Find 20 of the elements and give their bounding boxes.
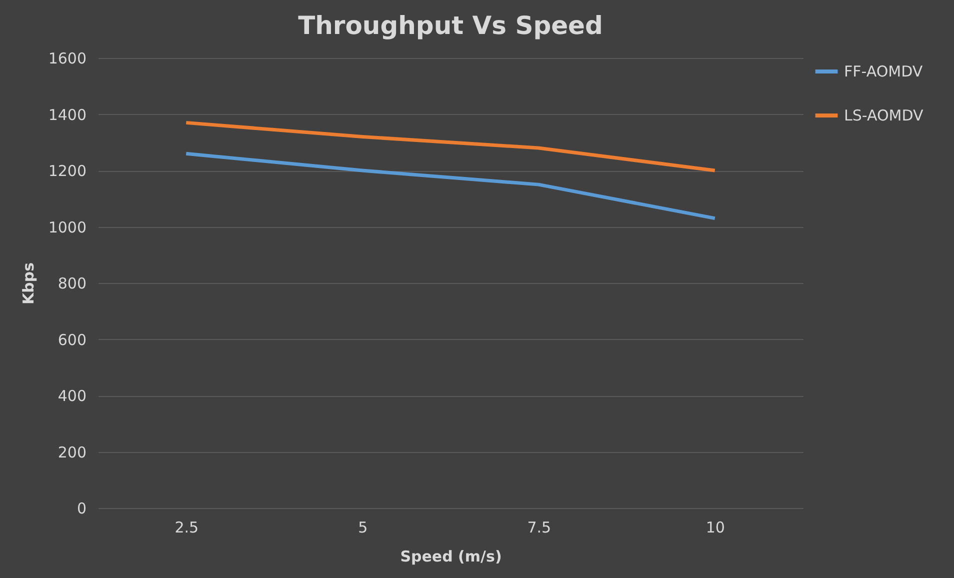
x-tick-label: 10 (706, 518, 725, 536)
x-tick-label: 7.5 (527, 518, 552, 536)
y-axis-title: Kbps (19, 262, 38, 305)
y-tick-label: 1600 (48, 50, 86, 68)
legend-label: FF-AOMDV (844, 62, 924, 80)
y-tick-label: 1200 (48, 162, 86, 180)
line-series (184, 152, 717, 220)
y-tick-label: 400 (58, 387, 86, 405)
y-tick-label: 1400 (48, 106, 86, 124)
x-tick-label: 5 (358, 518, 368, 536)
y-tick-label: 0 (76, 500, 86, 518)
x-axis-title: Speed (m/s) (400, 548, 502, 566)
x-tick-label: 2.5 (174, 518, 199, 536)
line-series (184, 120, 717, 172)
y-tick-label: 200 (58, 443, 86, 462)
y-tick-label: 800 (58, 274, 86, 292)
y-tick-label: 600 (58, 330, 86, 349)
legend-label: LS-AOMDV (844, 106, 924, 124)
chart-title: Throughput Vs Speed (298, 11, 603, 40)
y-tick-label: 1000 (48, 218, 86, 236)
